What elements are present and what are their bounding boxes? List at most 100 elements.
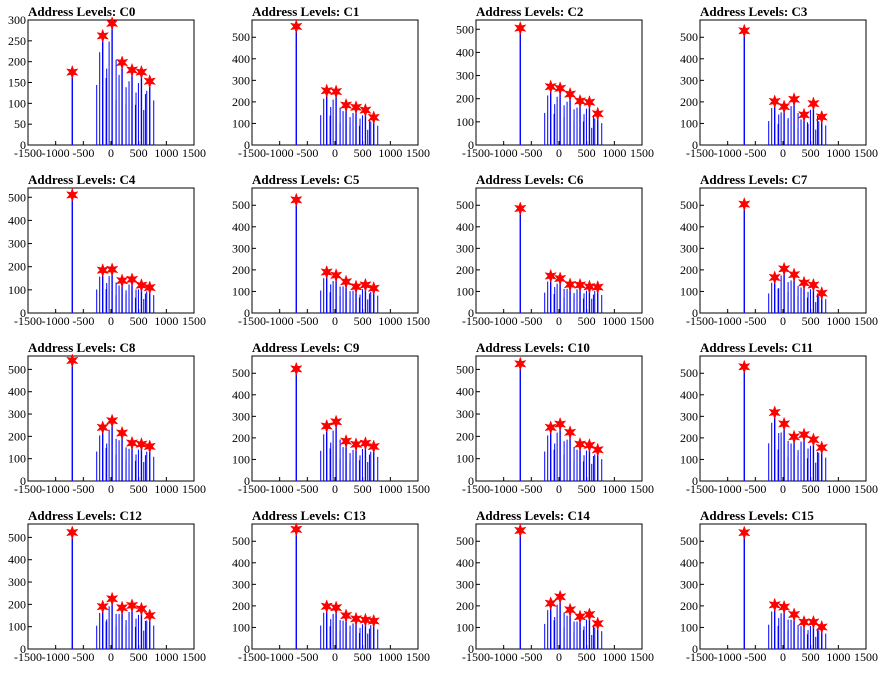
peak-marker [787,607,801,622]
peak-marker [807,614,820,630]
y-tick-label: 400 [456,385,474,399]
y-tick-label: 200 [680,263,698,277]
x-tick-label: 1000 [154,146,178,160]
y-tick-label: 0 [692,642,698,656]
peak-marker [96,262,109,278]
x-tick-label: 1500 [406,314,430,328]
x-tick-label: 1500 [854,146,878,160]
peak-marker [105,591,119,607]
x-tick-label: 500 [354,650,372,664]
chart-title: Address Levels: C15 [700,508,814,523]
y-tick-label: 400 [232,556,250,570]
x-tick-label: 500 [578,650,596,664]
chart-title: Address Levels: C8 [28,340,136,355]
x-tick-label: -1500 [238,482,266,496]
x-tick-label: -500 [296,482,318,496]
peak-marker [797,275,811,291]
y-tick-label: 300 [8,407,26,421]
y-tick-label: 200 [8,260,26,274]
x-tick-label: -500 [296,314,318,328]
y-tick-label: 500 [8,530,26,544]
y-tick-label: 500 [232,30,250,44]
plot-frame [251,523,419,650]
peak-marker [737,196,751,212]
y-tick-label: 100 [8,620,26,634]
peak-marker [513,523,527,538]
x-tick-label: 1000 [378,650,402,664]
peak-marker [329,268,343,283]
x-tick-label: 1000 [826,482,850,496]
chart-panel-3: Address Levels: C30100200300400500-1500-… [680,4,878,160]
x-tick-label: 1500 [182,650,206,664]
x-tick-label: -1500 [686,146,714,160]
x-tick-label: -500 [72,482,94,496]
y-tick-label: 500 [8,362,26,376]
peak-marker [367,613,381,629]
y-tick-label: 200 [680,431,698,445]
peak-marker [339,433,353,449]
peak-marker [96,28,109,44]
x-tick-label: 1500 [182,482,206,496]
y-tick-label: 400 [680,52,698,66]
y-tick-label: 300 [8,237,26,251]
plot-frame [27,187,195,314]
x-tick-label: -500 [744,650,766,664]
x-tick-label: -1000 [714,146,742,160]
chart-title: Address Levels: C11 [700,340,813,355]
peak-marker [815,619,829,635]
peak-marker [329,414,343,429]
peak-marker [65,353,79,368]
y-tick-label: 0 [244,474,250,488]
chart-title: Address Levels: C5 [252,172,360,187]
peak-marker [787,267,801,282]
peak-marker [96,599,109,614]
x-tick-label: 1000 [154,650,178,664]
peak-marker [553,81,567,96]
x-tick-label: -1000 [266,482,294,496]
x-tick-label: 500 [578,146,596,160]
peak-marker [807,96,820,111]
y-tick-label: 300 [456,407,474,421]
x-tick-label: -500 [520,650,542,664]
y-tick-label: 100 [8,96,26,110]
x-tick-label: -1000 [42,650,70,664]
chart-title: Address Levels: C12 [28,508,142,523]
peak-marker [359,612,372,628]
peak-marker [320,418,333,434]
chart-panel-14: Address Levels: C14 0 100 200 300 400 500 -1500… [456,508,654,664]
peak-marker [96,420,109,435]
chart-panel-10: Address Levels: C10 0 100 200 300 400 500 -1500… [456,340,654,496]
peak-marker [583,607,596,622]
y-tick-label: 0 [20,474,26,488]
x-tick-label: -1000 [266,650,294,664]
x-tick-label: -500 [520,482,542,496]
y-tick-label: 300 [680,73,698,87]
x-tick-label: 0 [108,650,114,664]
y-tick-label: 0 [692,138,698,152]
y-tick-label: 300 [232,73,250,87]
x-tick-label: -1000 [490,650,518,664]
x-tick-label: 1000 [602,314,626,328]
peak-marker [553,271,567,286]
chart-panel-5: Address Levels: C50100200300400500-1500-… [232,172,430,328]
peak-marker [768,270,781,285]
peak-marker [125,62,139,78]
peak-marker [125,435,139,451]
x-tick-label: -1000 [490,314,518,328]
y-tick-label: 200 [8,55,26,69]
peak-marker [768,597,781,613]
y-tick-label: 500 [456,22,474,36]
y-tick-label: 100 [680,116,698,130]
x-tick-label: -1500 [14,650,42,664]
x-tick-label: -1000 [490,146,518,160]
x-tick-label: -1500 [238,314,266,328]
peak-marker [563,86,577,102]
x-tick-label: 0 [556,146,562,160]
x-tick-label: 1000 [826,650,850,664]
x-tick-label: -500 [520,146,542,160]
x-tick-label: -1000 [42,482,70,496]
x-tick-label: 500 [802,146,820,160]
y-tick-label: 100 [456,284,474,298]
peak-marker [105,262,119,277]
peak-marker [553,416,567,432]
